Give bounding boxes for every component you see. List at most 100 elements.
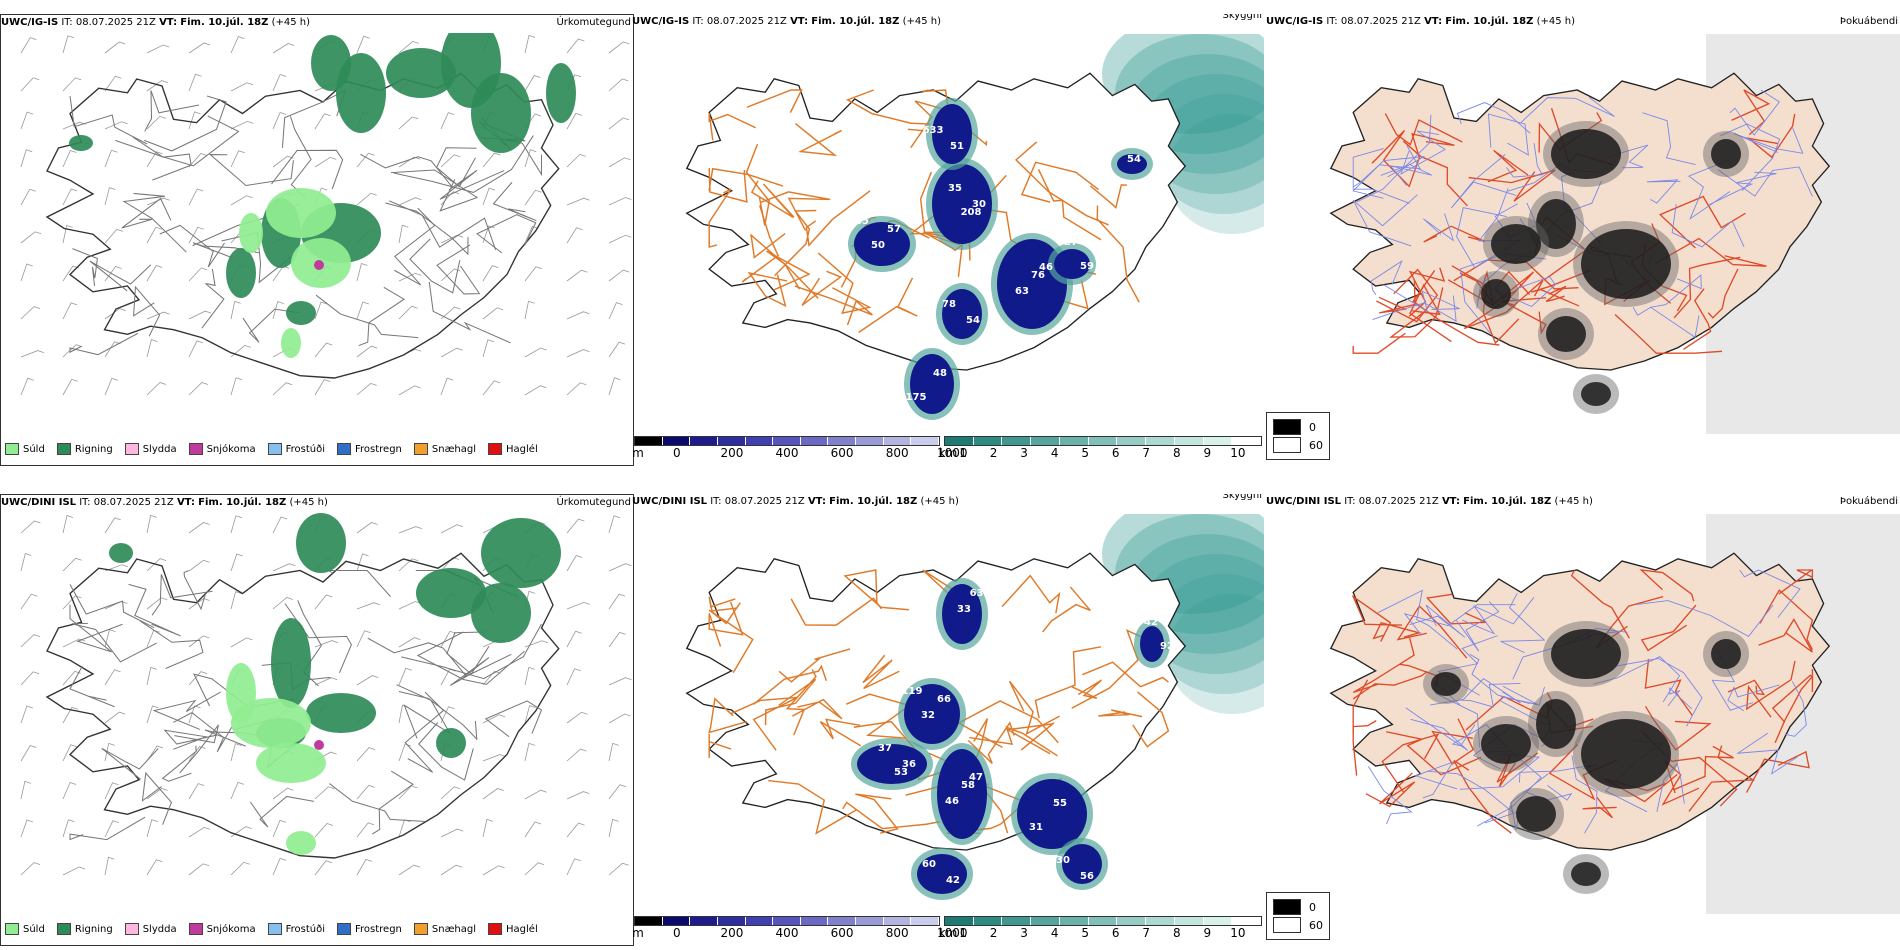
valid-label: VT: bbox=[1441, 496, 1460, 507]
ceiling-value-label: 53 bbox=[894, 767, 908, 778]
wind-barb bbox=[608, 197, 632, 206]
road-segment bbox=[1372, 621, 1422, 640]
color-step bbox=[1002, 437, 1032, 445]
tick-label: 1000 bbox=[936, 926, 968, 940]
legend-label: Rigning bbox=[74, 923, 113, 935]
road-segment bbox=[1463, 279, 1544, 330]
road-segment bbox=[747, 271, 788, 308]
panel-title: Úrkomutegund bbox=[556, 497, 631, 508]
rain-area bbox=[386, 48, 456, 98]
road-segment bbox=[1487, 149, 1529, 183]
road-segment bbox=[101, 747, 159, 780]
wind-barb bbox=[440, 347, 463, 358]
wind-barb bbox=[188, 559, 210, 572]
road-segment bbox=[446, 631, 490, 675]
road-segment bbox=[1447, 271, 1535, 307]
road-segment bbox=[1720, 123, 1781, 192]
road-segment bbox=[708, 112, 756, 141]
tick-label: 3 bbox=[1020, 926, 1028, 940]
road-segment bbox=[969, 726, 1058, 757]
road-segment bbox=[389, 200, 497, 251]
road-segment bbox=[476, 214, 537, 254]
road-segment bbox=[418, 722, 474, 781]
road-segment bbox=[1352, 679, 1369, 734]
color-step bbox=[1203, 437, 1233, 445]
wind-barb bbox=[524, 300, 535, 320]
wind-barb bbox=[104, 341, 121, 358]
wind-barb bbox=[188, 863, 210, 876]
tick-label: 5 bbox=[1081, 926, 1090, 940]
wind-barb bbox=[482, 187, 496, 206]
tick-label: 8 bbox=[1172, 446, 1181, 460]
ceiling-value-label: 58 bbox=[961, 780, 975, 791]
wind-barb bbox=[398, 601, 422, 610]
road-segment bbox=[1423, 213, 1455, 242]
ceiling-color-steps bbox=[634, 436, 940, 446]
wind-barb bbox=[524, 34, 536, 54]
road-segment bbox=[1733, 127, 1804, 154]
road-segment bbox=[745, 143, 771, 226]
color-step bbox=[1117, 917, 1147, 925]
wind-barb bbox=[146, 788, 168, 800]
ceiling-value-label: 30 bbox=[972, 199, 986, 210]
road-segment bbox=[1739, 569, 1801, 618]
legend-swatch bbox=[413, 443, 428, 455]
rain-area bbox=[546, 63, 576, 123]
road-segment bbox=[708, 697, 747, 734]
road-segment bbox=[141, 771, 173, 825]
wind-barb bbox=[440, 268, 461, 282]
wind-barb bbox=[314, 786, 335, 800]
wind-barb bbox=[524, 149, 537, 168]
wind-barb bbox=[566, 555, 583, 572]
wind-barb bbox=[104, 711, 126, 724]
road-segment bbox=[1412, 270, 1500, 346]
snow-area bbox=[314, 260, 324, 270]
legend-swatch bbox=[488, 443, 503, 455]
fog-map bbox=[1329, 514, 1900, 914]
road-segment bbox=[1427, 770, 1514, 814]
wind-barb bbox=[482, 670, 501, 686]
wind-barb bbox=[524, 640, 549, 648]
road-segment bbox=[1727, 679, 1766, 696]
wind-barb bbox=[608, 157, 631, 168]
road-segment bbox=[404, 691, 445, 773]
road-segment bbox=[1484, 773, 1549, 831]
ceiling-value-label: 175 bbox=[906, 392, 927, 403]
road-segment bbox=[1372, 295, 1457, 322]
color-step bbox=[973, 917, 1003, 925]
ceiling-value-label: 54 bbox=[1127, 154, 1141, 165]
wind-barb bbox=[146, 265, 163, 282]
legend-label: Slydda bbox=[142, 923, 177, 935]
road-segment bbox=[1642, 112, 1696, 166]
road-segment bbox=[271, 149, 344, 190]
valid-label: VT: bbox=[790, 16, 809, 27]
wind-barb bbox=[524, 189, 542, 206]
tick-label: 5 bbox=[1081, 446, 1090, 460]
road-segment bbox=[1784, 681, 1807, 737]
tick-label: 8 bbox=[1172, 926, 1181, 940]
wind-barb bbox=[356, 784, 375, 800]
fog-area bbox=[1551, 629, 1621, 679]
wind-barb bbox=[188, 42, 211, 54]
road-segment bbox=[152, 691, 221, 730]
road-segment bbox=[436, 244, 481, 295]
road-segment bbox=[1451, 265, 1520, 345]
wind-barb bbox=[20, 263, 33, 282]
tick-label: 4 bbox=[1050, 926, 1059, 940]
ceiling-value-label: 46 bbox=[1039, 262, 1053, 273]
road-segment bbox=[1639, 569, 1695, 602]
wind-barb bbox=[62, 77, 82, 92]
drizzle-area bbox=[239, 213, 263, 253]
color-step bbox=[1088, 437, 1118, 445]
wind-barb bbox=[524, 862, 545, 876]
wind-barb bbox=[20, 671, 40, 686]
wind-barb bbox=[230, 120, 254, 130]
wind-barb bbox=[62, 557, 82, 572]
wind-barb bbox=[146, 859, 163, 876]
road-segment bbox=[183, 570, 207, 611]
road-segment bbox=[1635, 600, 1774, 637]
road-segment bbox=[1571, 755, 1598, 834]
road-segment bbox=[1383, 284, 1460, 313]
road-segment bbox=[128, 583, 181, 637]
legend-item: Frostregn bbox=[337, 923, 402, 935]
